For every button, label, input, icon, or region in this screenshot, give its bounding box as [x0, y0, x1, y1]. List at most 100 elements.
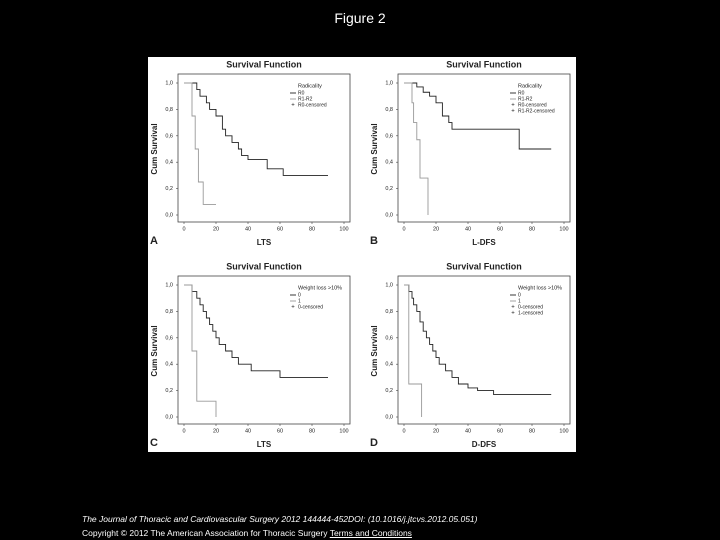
legend-title: Radicality [518, 83, 542, 89]
panel-title: Survival Function [446, 261, 522, 271]
x-tick-label: 0 [182, 226, 185, 232]
x-tick-label: 60 [497, 226, 503, 232]
x-tick-label: 100 [339, 226, 348, 232]
legend-label: 0-censored [518, 304, 543, 310]
x-tick-label: 40 [465, 226, 471, 232]
legend-label: 0 [518, 292, 521, 298]
y-tick-label: 0,6 [385, 133, 393, 139]
figure-background [148, 57, 576, 452]
legend-symbol: + [511, 109, 515, 115]
panel-letter: A [150, 235, 158, 247]
y-axis-label: Cum Survival [150, 325, 159, 376]
y-tick-label: 1,0 [385, 282, 393, 288]
panel-letter: D [370, 437, 378, 449]
legend-label: 1 [518, 298, 521, 304]
y-tick-label: 0,8 [165, 107, 173, 113]
y-tick-label: 0,8 [165, 309, 173, 315]
y-axis-label: Cum Survival [370, 123, 379, 174]
y-tick-label: 0,4 [165, 160, 173, 166]
x-tick-label: 80 [309, 428, 315, 434]
x-tick-label: 40 [245, 226, 251, 232]
y-tick-label: 0,4 [165, 362, 173, 368]
legend-label: R0 [518, 90, 525, 96]
legend-symbol: + [511, 305, 515, 311]
legend-label: 1-censored [518, 310, 543, 316]
y-tick-label: 0,2 [165, 186, 173, 192]
x-tick-label: 40 [245, 428, 251, 434]
y-tick-label: 0,2 [165, 388, 173, 394]
y-axis-label: Cum Survival [150, 123, 159, 174]
y-tick-label: 0,6 [385, 335, 393, 341]
y-tick-label: 0,0 [385, 212, 393, 218]
x-tick-label: 100 [559, 226, 568, 232]
y-tick-label: 0,8 [385, 309, 393, 315]
y-tick-label: 0,4 [385, 362, 393, 368]
x-tick-label: 100 [339, 428, 348, 434]
survival-curve [404, 82, 552, 150]
y-tick-label: 0,8 [385, 107, 393, 113]
y-tick-label: 1,0 [385, 80, 393, 86]
y-tick-label: 0,2 [385, 186, 393, 192]
legend-symbol: + [511, 103, 515, 109]
citation: The Journal of Thoracic and Cardiovascul… [82, 514, 478, 524]
plot-frame [177, 73, 351, 223]
x-tick-label: 20 [213, 226, 219, 232]
plot-frame [177, 275, 351, 425]
x-tick-label: 100 [559, 428, 568, 434]
y-tick-label: 0,4 [385, 160, 393, 166]
y-tick-label: 0,0 [165, 212, 173, 218]
x-tick-label: 20 [213, 428, 219, 434]
survival-curve [404, 284, 552, 396]
copyright-text: Copyright © 2012 The American Associatio… [82, 528, 328, 538]
legend-title: Weight loss >10% [518, 285, 562, 291]
x-axis-label: LTS [257, 440, 272, 449]
legend-symbol: + [291, 305, 295, 311]
legend-label: R0 [298, 90, 305, 96]
x-tick-label: 80 [529, 428, 535, 434]
legend-label: R1-R2-censored [518, 108, 555, 114]
slide-title: Figure 2 [334, 10, 386, 26]
legend-title: Weight loss >10% [298, 285, 342, 291]
survival-curve [184, 284, 217, 417]
legend-label: R0-censored [298, 102, 327, 108]
plot-frame [397, 73, 571, 223]
terms-link[interactable]: Terms and Conditions [329, 528, 412, 538]
y-tick-label: 0,6 [165, 335, 173, 341]
legend-title: Radicality [298, 83, 322, 89]
y-tick-label: 1,0 [165, 282, 173, 288]
legend-symbol: + [291, 103, 295, 109]
x-tick-label: 0 [402, 428, 405, 434]
y-tick-label: 1,0 [165, 80, 173, 86]
survival-curve [404, 82, 429, 215]
panel-letter: C [150, 437, 158, 449]
legend-label: 1 [298, 298, 301, 304]
survival-curve [184, 284, 328, 378]
legend-label: R1-R2 [518, 96, 533, 102]
x-axis-label: L-DFS [472, 238, 496, 247]
x-tick-label: 0 [182, 428, 185, 434]
copyright: Copyright © 2012 The American Associatio… [82, 528, 412, 538]
x-tick-label: 20 [433, 428, 439, 434]
survival-curve [184, 82, 328, 176]
survival-curve [404, 284, 423, 417]
survival-curve [184, 82, 216, 205]
legend-label: 0-censored [298, 304, 323, 310]
x-tick-label: 0 [402, 226, 405, 232]
panel-title: Survival Function [446, 59, 522, 69]
x-tick-label: 60 [497, 428, 503, 434]
plot-frame [397, 275, 571, 425]
panel-letter: B [370, 235, 378, 247]
y-tick-label: 0,0 [165, 414, 173, 420]
y-tick-label: 0,0 [385, 414, 393, 420]
legend-label: R0-censored [518, 102, 547, 108]
panel-title: Survival Function [226, 59, 302, 69]
x-tick-label: 60 [277, 226, 283, 232]
x-tick-label: 80 [309, 226, 315, 232]
x-tick-label: 20 [433, 226, 439, 232]
x-tick-label: 60 [277, 428, 283, 434]
legend-label: R1-R2 [298, 96, 313, 102]
x-tick-label: 40 [465, 428, 471, 434]
y-tick-label: 0,2 [385, 388, 393, 394]
